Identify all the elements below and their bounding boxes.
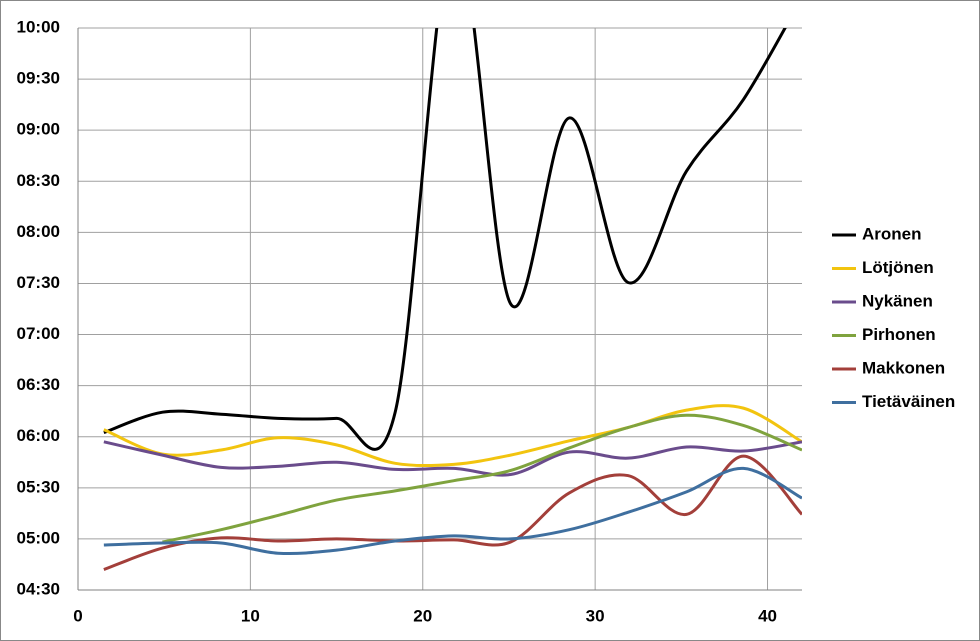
x-tick-label: 0 xyxy=(73,606,82,625)
x-tick-label: 10 xyxy=(241,606,260,625)
series-line xyxy=(103,404,802,468)
x-tick-label: 30 xyxy=(586,606,605,625)
y-tick-label: 09:30 xyxy=(17,69,60,88)
y-tick-label: 10:00 xyxy=(17,17,60,36)
legend-label: Aronen xyxy=(862,224,922,243)
legend-label: Lötjönen xyxy=(862,258,934,277)
legend-label: Pirhonen xyxy=(862,325,936,344)
y-tick-label: 09:00 xyxy=(17,120,60,139)
x-tick-label: 40 xyxy=(758,606,777,625)
y-tick-label: 05:00 xyxy=(17,528,60,547)
series-line xyxy=(103,28,787,451)
series-line xyxy=(103,454,802,571)
legend-label: Tietäväinen xyxy=(862,392,955,411)
y-tick-label: 06:30 xyxy=(17,375,60,394)
series-line xyxy=(103,440,802,477)
y-tick-label: 05:30 xyxy=(17,477,60,496)
y-tick-label: 07:00 xyxy=(17,324,60,343)
legend-label: Nykänen xyxy=(862,291,933,310)
series-line xyxy=(103,466,802,556)
y-tick-label: 07:30 xyxy=(17,273,60,292)
plot-area xyxy=(103,28,802,571)
y-tick-label: 08:00 xyxy=(17,222,60,241)
y-tick-label: 08:30 xyxy=(17,171,60,190)
series-line xyxy=(162,413,802,544)
legend-label: Makkonen xyxy=(862,358,945,377)
y-tick-label: 04:30 xyxy=(17,579,60,598)
x-tick-label: 20 xyxy=(413,606,432,625)
y-tick-label: 06:00 xyxy=(17,426,60,445)
